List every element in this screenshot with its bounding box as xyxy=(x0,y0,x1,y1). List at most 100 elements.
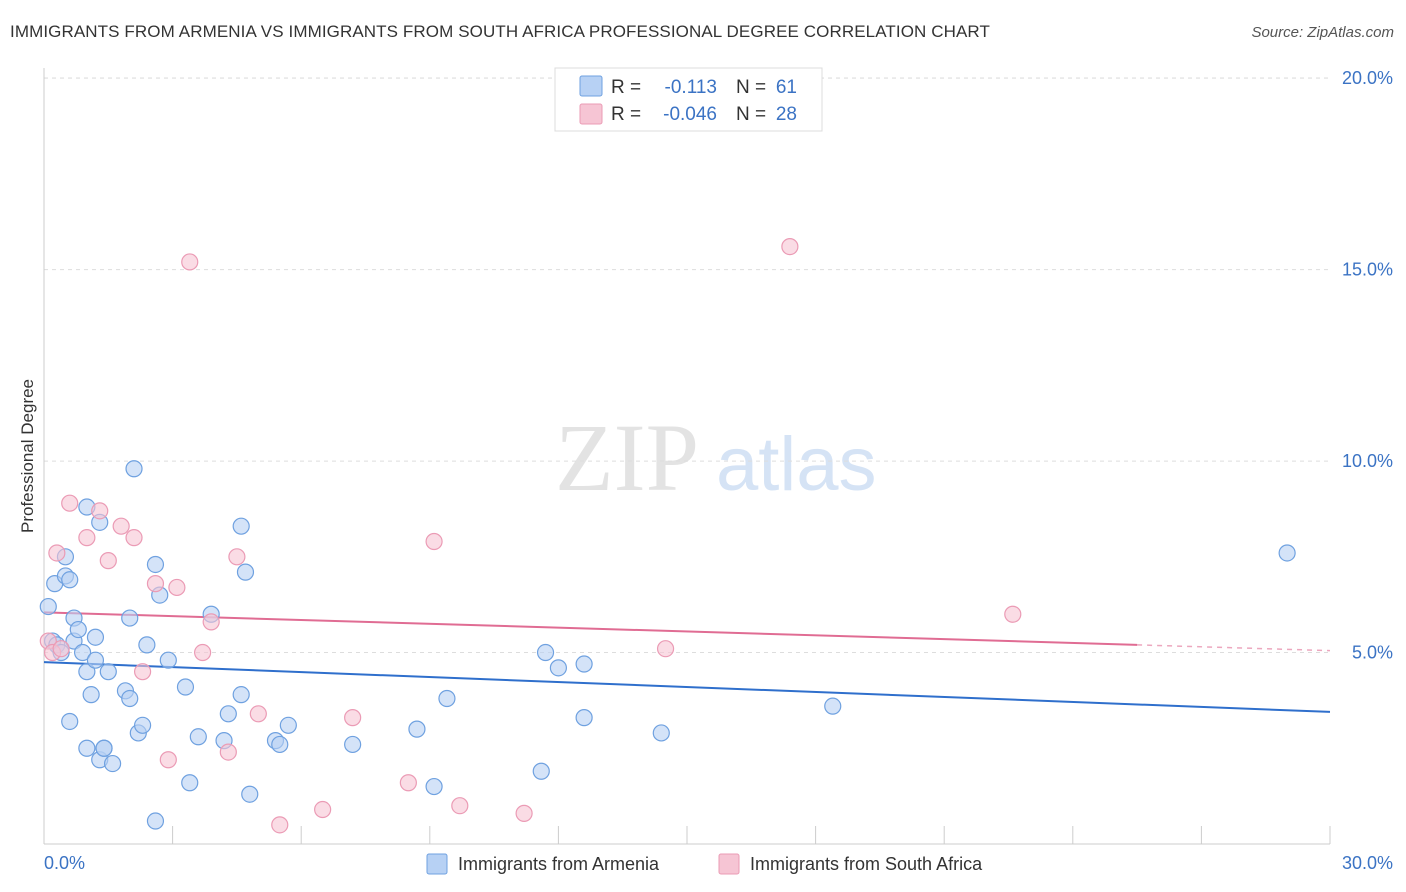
watermark-zip: ZIP xyxy=(555,404,699,511)
south-africa-point xyxy=(271,816,289,834)
armenia-point xyxy=(121,609,139,627)
south-africa-point xyxy=(52,640,70,658)
armenia-point xyxy=(176,678,195,696)
south-africa-point xyxy=(159,751,177,769)
armenia-point xyxy=(549,659,568,677)
y-tick-label: 15.0% xyxy=(1342,260,1393,280)
armenia-point xyxy=(146,555,165,574)
trend-lines xyxy=(43,611,1331,713)
legend-n-value: 61 xyxy=(776,77,797,98)
armenia-point xyxy=(82,686,100,704)
chart-source: Source: ZipAtlas.com xyxy=(1251,24,1394,41)
south-africa-point xyxy=(91,502,109,520)
bottom-legend-label-armenia: Immigrants from Armenia xyxy=(458,854,660,874)
armenia-point xyxy=(125,460,143,478)
armenia-point xyxy=(146,812,165,830)
south-africa-point xyxy=(133,663,152,681)
armenia-point xyxy=(271,735,289,754)
armenia-point xyxy=(39,597,57,616)
armenia-point xyxy=(61,712,79,731)
south-africa-point xyxy=(781,238,799,256)
armenia-point xyxy=(1278,544,1296,562)
legend-swatch-south-africa xyxy=(579,103,603,125)
armenia-point xyxy=(344,735,362,754)
armenia-point xyxy=(575,655,593,673)
armenia-point xyxy=(575,709,593,727)
south-africa-point xyxy=(181,253,199,271)
bottom-legend-label-south-africa: Immigrants from South Africa xyxy=(750,854,983,874)
south-africa-point xyxy=(125,529,143,547)
armenia-point xyxy=(86,651,105,669)
armenia-point xyxy=(425,777,443,796)
south-africa-point xyxy=(515,804,533,822)
y-tick-label: 10.0% xyxy=(1342,451,1393,471)
south-africa-point xyxy=(1004,605,1022,623)
south-africa-point xyxy=(656,640,675,658)
legend-n-label: N = xyxy=(736,77,766,98)
south-africa-point xyxy=(194,643,212,662)
armenia-point xyxy=(133,716,152,734)
armenia-point xyxy=(189,728,207,746)
armenia-point xyxy=(438,689,456,708)
south-africa-point xyxy=(99,552,117,570)
grid xyxy=(44,77,1330,654)
bottom-legend: Immigrants from Armenia Immigrants from … xyxy=(426,853,983,875)
armenia-point xyxy=(232,686,250,704)
armenia-point xyxy=(232,517,250,535)
legend-n-value: 28 xyxy=(776,104,797,125)
armenia-point xyxy=(86,628,105,646)
y-tick-label: 5.0% xyxy=(1352,643,1393,663)
armenia-point xyxy=(138,636,156,654)
armenia-point xyxy=(181,774,199,792)
south-africa-point xyxy=(249,705,267,723)
armenia-point xyxy=(824,697,842,715)
armenia-point xyxy=(95,739,113,757)
legend-r-value: -0.113 xyxy=(665,77,717,98)
south-africa-point xyxy=(228,548,246,566)
armenia-point xyxy=(236,563,255,581)
south-africa-point xyxy=(451,797,469,815)
south-africa-point xyxy=(168,578,186,597)
legend-n-label: N = xyxy=(736,104,766,125)
legend-r-label: R = xyxy=(611,77,641,98)
data-points xyxy=(39,238,1296,834)
x-tick-label-min: 0.0% xyxy=(44,853,85,873)
south-africa-point xyxy=(48,544,66,562)
legend-r-value: -0.046 xyxy=(663,104,717,125)
south-africa-point xyxy=(78,529,96,547)
axes xyxy=(43,68,1331,845)
armenia-point xyxy=(73,643,92,662)
south-africa-point xyxy=(146,575,165,593)
south-africa-point xyxy=(219,743,237,761)
south-africa-point xyxy=(399,774,417,792)
south-africa-trend-extension xyxy=(1137,644,1331,652)
armenia-trend-line xyxy=(43,661,1331,713)
armenia-point xyxy=(69,620,87,639)
south-africa-point xyxy=(314,800,332,819)
armenia-point xyxy=(61,571,79,589)
chart-title: IMMIGRANTS FROM ARMENIA VS IMMIGRANTS FR… xyxy=(10,22,990,41)
armenia-point xyxy=(536,643,555,662)
bottom-legend-swatch-south-africa xyxy=(718,853,740,875)
y-axis-label: Professional Degree xyxy=(18,379,37,533)
armenia-point xyxy=(652,724,670,742)
south-africa-point xyxy=(202,613,220,631)
armenia-point xyxy=(219,705,237,723)
south-africa-point xyxy=(112,517,130,535)
legend-swatch-armenia xyxy=(579,75,603,97)
armenia-point xyxy=(159,651,177,669)
legend-r-label: R = xyxy=(611,104,641,125)
armenia-point xyxy=(279,716,297,734)
south-africa-point xyxy=(344,709,362,727)
x-tick-label-max: 30.0% xyxy=(1342,853,1393,873)
armenia-point xyxy=(121,689,139,708)
watermark-atlas: atlas xyxy=(716,422,877,507)
armenia-point xyxy=(78,663,96,681)
armenia-point xyxy=(408,720,426,738)
y-tick-label: 20.0% xyxy=(1342,68,1393,88)
legend-box: R = -0.113 N = 61 R = -0.046 N = 28 xyxy=(554,67,823,132)
armenia-point xyxy=(241,785,259,803)
armenia-point xyxy=(78,739,96,757)
bottom-legend-swatch-armenia xyxy=(426,853,448,875)
